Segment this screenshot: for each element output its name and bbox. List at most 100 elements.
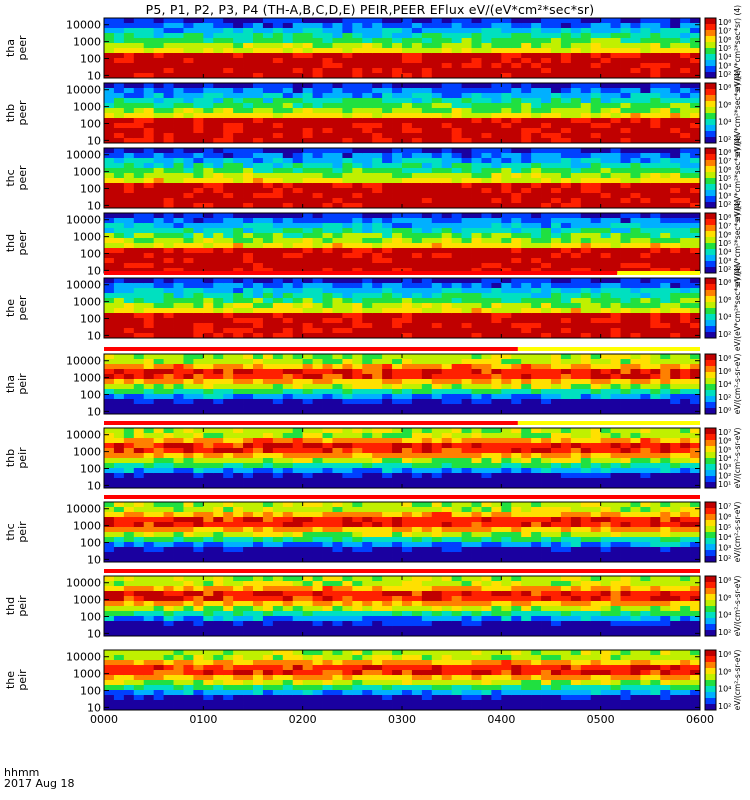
heatmap-cell (352, 48, 363, 54)
heatmap-cell (292, 369, 304, 375)
heatmap-cell (213, 83, 224, 89)
heatmap-cell (481, 53, 492, 59)
heatmap-cell (421, 193, 433, 199)
heatmap-cell (590, 268, 602, 274)
heatmap-cell (670, 218, 681, 224)
heatmap-cell (262, 18, 274, 24)
heatmap-cell (670, 98, 681, 104)
heatmap-cell (312, 163, 323, 169)
heatmap-cell (511, 258, 522, 264)
heatmap-cell (143, 58, 155, 64)
heatmap-cell (312, 364, 323, 370)
heatmap-cell (113, 158, 125, 164)
heatmap-cell (213, 483, 224, 489)
heatmap-cell (332, 463, 343, 469)
heatmap-cell (680, 258, 691, 264)
heatmap-cell (521, 63, 532, 69)
heatmap-cell (441, 133, 453, 139)
heatmap-cell (411, 23, 423, 29)
heatmap-cell (382, 183, 393, 189)
heatmap-cell (620, 103, 631, 109)
heatmap-cell (630, 389, 641, 395)
heatmap-cell (342, 253, 353, 259)
heatmap-cell (163, 369, 174, 375)
heatmap-cell (402, 63, 413, 69)
colorbar-swatch (705, 72, 716, 79)
colorbar-swatch (705, 160, 716, 167)
heatmap-cell (253, 263, 264, 269)
heatmap-cell (312, 113, 323, 119)
heatmap-cell (680, 293, 691, 299)
heatmap-cell (610, 213, 621, 219)
heatmap-cell (541, 278, 552, 284)
heatmap-cell (352, 168, 363, 174)
heatmap-cell (262, 218, 274, 224)
heatmap-cell (143, 288, 155, 294)
heatmap-cell (322, 63, 333, 69)
heatmap-cell (610, 369, 621, 375)
heatmap-cell (292, 198, 304, 204)
heatmap-cell (143, 433, 155, 439)
heatmap-cell (501, 133, 512, 139)
heatmap-cell (690, 188, 701, 194)
heatmap-cell (392, 163, 403, 169)
heatmap-cell (113, 218, 125, 224)
heatmap-cell (342, 98, 353, 104)
heatmap-cell (521, 374, 532, 380)
heatmap-cell (402, 328, 413, 334)
heatmap-cell (243, 73, 254, 79)
heatmap-cell (183, 28, 194, 34)
heatmap-cell (620, 93, 631, 99)
heatmap-cell (471, 268, 482, 274)
heatmap-cell (183, 359, 194, 365)
heatmap-cell (670, 248, 681, 254)
heatmap-cell (362, 399, 373, 405)
heatmap-cell (471, 163, 482, 169)
heatmap-cell (501, 409, 512, 415)
heatmap-cell (560, 384, 572, 390)
heatmap-cell (332, 88, 343, 94)
heatmap-cell (382, 268, 393, 274)
heatmap-cell (104, 153, 115, 159)
heatmap-cell (531, 333, 542, 339)
heatmap-cell (362, 113, 373, 119)
heatmap-cell (193, 103, 204, 109)
heatmap-cell (511, 198, 522, 204)
heatmap-cell (153, 409, 164, 415)
heatmap-cell (610, 38, 621, 44)
heatmap-cell (541, 303, 552, 309)
colorbar-swatch (705, 154, 716, 161)
heatmap-cell (243, 103, 254, 109)
colorbar-swatch (705, 225, 716, 232)
heatmap-cell (372, 313, 383, 319)
heatmap-cell (113, 203, 125, 209)
heatmap-cell (282, 308, 294, 314)
heatmap-cell (481, 374, 492, 380)
heatmap-cell (570, 333, 582, 339)
heatmap-cell (262, 473, 274, 479)
heatmap-cell (610, 33, 621, 39)
heatmap-cell (292, 213, 304, 219)
heatmap-cell (133, 253, 145, 259)
heatmap-cell (213, 308, 224, 314)
heatmap-cell (272, 473, 284, 479)
heatmap-cell (590, 123, 602, 129)
heatmap-cell (441, 369, 453, 375)
heatmap-cell (541, 48, 552, 54)
heatmap-cell (352, 128, 363, 134)
heatmap-cell (183, 303, 194, 309)
heatmap-cell (312, 178, 323, 184)
heatmap-cell (600, 113, 611, 119)
heatmap-cell (541, 394, 552, 400)
heatmap-cell (521, 108, 532, 114)
heatmap-cell (431, 359, 443, 365)
heatmap-cell (481, 43, 492, 49)
heatmap-cell (570, 83, 582, 89)
y-tick-label: 10000 (66, 84, 101, 97)
heatmap-cell (173, 293, 184, 299)
heatmap-cell (531, 198, 542, 204)
heatmap-cell (163, 228, 174, 234)
colorbar-tick-label: 10⁶ (718, 295, 731, 304)
heatmap-cell (233, 218, 244, 224)
heatmap-cell (590, 323, 602, 329)
